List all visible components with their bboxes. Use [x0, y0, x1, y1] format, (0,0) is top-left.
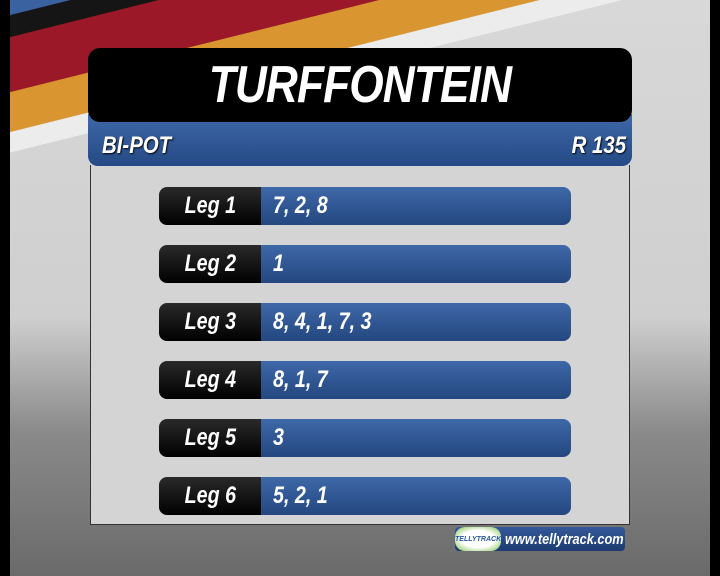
leg-label: Leg 5	[159, 419, 261, 457]
leg-selections: 8, 4, 1, 7, 3	[261, 303, 571, 341]
tellytrack-badge: TELLYTRACK	[455, 527, 502, 551]
leg-label: Leg 6	[159, 477, 261, 515]
leg-label: Leg 2	[159, 245, 261, 283]
leg-row: Leg 4 8, 1, 7	[159, 361, 571, 399]
leg-label: Leg 3	[159, 303, 261, 341]
bet-type: BI-POT	[102, 132, 172, 159]
website-url: www.tellytrack.com	[505, 530, 624, 548]
page-title: TURFFONTEIN	[208, 56, 512, 114]
subtitle-bar: BI-POT R 135	[88, 114, 632, 166]
leg-selections: 3	[261, 419, 571, 457]
leg-selections: 5, 2, 1	[261, 477, 571, 515]
leg-row: Leg 1 7, 2, 8	[159, 187, 571, 225]
leg-label: Leg 1	[159, 187, 261, 225]
leg-selections: 7, 2, 8	[261, 187, 571, 225]
leg-selections: 1	[261, 245, 571, 283]
leg-label: Leg 4	[159, 361, 261, 399]
leg-row: Leg 3 8, 4, 1, 7, 3	[159, 303, 571, 341]
title-box: TURFFONTEIN	[88, 48, 632, 122]
leg-selections: 8, 1, 7	[261, 361, 571, 399]
leg-row: Leg 6 5, 2, 1	[159, 477, 571, 515]
tellytrack-logo: TELLYTRACK www.tellytrack.com	[455, 527, 625, 551]
pool-amount: R 135	[571, 132, 626, 159]
